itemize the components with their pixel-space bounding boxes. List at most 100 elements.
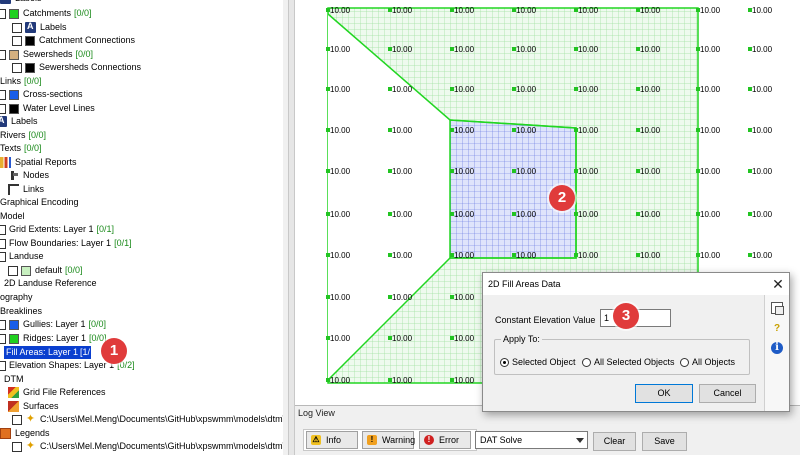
layer-visibility-checkbox[interactable] [0,50,6,60]
save-log-button[interactable]: Save [642,432,687,451]
layer-visibility-checkbox[interactable] [12,415,22,425]
layer-visibility-checkbox[interactable] [0,252,6,262]
tree-item-label: Surfaces [23,400,59,413]
clear-log-button[interactable]: Clear [593,432,636,451]
tree-item-texts[interactable]: Texts [0/0] [0,142,42,155]
layer-color-swatch [21,266,31,276]
tree-item-legends[interactable]: Legends [0,427,50,440]
tree-item-labels[interactable]: Labels [0,115,38,128]
tree-item-label: Labels [15,0,42,5]
tree-item-2d-landuse-reference[interactable]: 2D Landuse Reference [4,277,97,290]
elevation-label: 10.00 [454,293,475,302]
tree-item-cross-sections[interactable]: Cross-sections [0,88,83,101]
tree-item-model[interactable]: Model [0,210,25,223]
tree-item-count: [0/1] [114,237,132,250]
panel-splitter[interactable] [288,0,295,455]
tree-item-label: Landuse [9,250,44,263]
chevron-down-icon [576,438,584,443]
layer-visibility-checkbox[interactable] [0,90,6,100]
tree-item-rivers[interactable]: Rivers [0/0] [0,129,46,142]
tree-item-fill-areas-layer-1[interactable]: Fill Areas: Layer 1 [1/ [4,346,91,359]
cancel-button[interactable]: Cancel [699,384,756,403]
tree-item-landuse[interactable]: Landuse [0,250,44,263]
radio-all-objects-label: All Objects [692,357,735,367]
tree-item-grid-file-references[interactable]: Grid File References [8,386,106,399]
elevation-label: 10.00 [578,210,599,219]
tree-item-c-users-mel-meng-documents-github-xpswmm-models-dtm-dtm[interactable]: ✦ C:\Users\Mel.Meng\Documents\GitHub\xpsw… [12,440,283,453]
elevation-label: 10.00 [454,45,475,54]
log-view-title: Log View [298,408,335,418]
layer-visibility-checkbox[interactable] [12,442,22,452]
layer-visibility-checkbox[interactable] [12,23,22,33]
tree-item-labels[interactable]: Labels [12,21,67,34]
layer-visibility-checkbox[interactable] [0,239,6,249]
callout-badge-2: 2 [549,185,575,211]
tree-item-count: [0/0] [76,48,94,61]
tree-item-graphical-encoding[interactable]: Graphical Encoding [0,196,79,209]
tree-item-label: Spatial Reports [15,156,77,169]
tree-item-grid-extents-layer-1[interactable]: Grid Extents: Layer 1 [0/1] [0,223,114,236]
layer-visibility-checkbox[interactable] [0,320,6,330]
layer-visibility-checkbox[interactable] [0,334,6,344]
ok-button[interactable]: OK [635,384,693,403]
tree-item-flow-boundaries-layer-1[interactable]: Flow Boundaries: Layer 1 [0/1] [0,237,132,250]
layer-visibility-checkbox[interactable] [12,36,22,46]
label-layer-icon [25,22,36,33]
tree-item-links[interactable]: Links [8,183,44,196]
info-filter-button[interactable]: ⚠ Info [306,431,358,449]
warning-filter-button[interactable]: ! Warning [362,431,414,449]
layer-visibility-checkbox[interactable] [12,63,22,73]
tree-item-catchment-connections[interactable]: Catchment Connections [12,34,135,47]
tree-item-label: Labels [11,115,38,128]
elevation-label: 10.00 [330,6,351,15]
elevation-label: 10.00 [516,6,537,15]
tree-item-catchments[interactable]: Catchments [0/0] [0,7,92,20]
elevation-label: 10.00 [454,210,475,219]
radio-all-objects[interactable]: All Objects [680,357,735,367]
tree-item-c-users-mel-meng-documents-github-xpswmm-models-dtm-dtm[interactable]: ✦ C:\Users\Mel.Meng\Documents\GitHub\xpsw… [12,413,283,426]
layer-color-swatch [9,104,19,114]
elevation-label: 10.00 [392,6,413,15]
layer-visibility-checkbox[interactable] [0,9,6,19]
tree-item-ridges-layer-1[interactable]: Ridges: Layer 1 [0/0] [0,332,107,345]
fill-areas-dialog: 2D Fill Areas Data ✕ ? i Constant Elevat… [482,272,790,412]
elevation-label: 10.00 [640,167,661,176]
tree-item-label: ography [0,291,33,304]
elevation-label: 10.00 [700,210,721,219]
radio-all-selected-objects[interactable]: All Selected Objects [582,357,675,367]
log-source-select[interactable]: DAT Solve [475,431,588,449]
tree-item-water-level-lines[interactable]: Water Level Lines [0,102,95,115]
tree-item-ography[interactable]: ography [0,291,33,304]
layer-visibility-checkbox[interactable] [0,361,6,371]
tree-item-label: Fill Areas: Layer 1 [4,346,80,359]
dialog-titlebar[interactable]: 2D Fill Areas Data ✕ [483,273,789,295]
close-icon[interactable]: ✕ [769,275,787,293]
tree-item-sewersheds[interactable]: Sewersheds [0/0] [0,48,93,61]
tree-item-labels[interactable]: Labels [0,0,42,5]
tree-item-default[interactable]: default [0/0] [8,264,83,277]
elevation-label: 10.00 [516,126,537,135]
tree-item-dtm[interactable]: DTM [4,373,24,386]
tree-item-spatial-reports[interactable]: Spatial Reports [0,156,77,169]
help-icon[interactable]: ? [771,323,783,335]
error-filter-button[interactable]: ! Error [419,431,471,449]
elevation-label: 10.00 [700,251,721,260]
tree-item-surfaces[interactable]: Surfaces [8,400,59,413]
layer-visibility-checkbox[interactable] [8,266,18,276]
layer-visibility-checkbox[interactable] [0,225,6,235]
elevation-label: 10.00 [392,376,413,385]
tree-item-sewersheds-connections[interactable]: Sewersheds Connections [12,61,141,74]
elevation-label: 10.00 [578,6,599,15]
elevation-label: 10.00 [454,334,475,343]
tree-item-nodes[interactable]: Nodes [8,169,49,182]
radio-dot-icon [680,358,689,367]
elevation-label: 10.00 [578,167,599,176]
info-icon[interactable]: i [771,342,783,354]
layer-visibility-checkbox[interactable] [0,104,6,114]
radio-selected-object[interactable]: Selected Object [500,357,576,367]
tree-item-breaklines[interactable]: Breaklines [0,305,42,318]
tree-item-gullies-layer-1[interactable]: Gullies: Layer 1 [0/0] [0,318,106,331]
tree-item-links[interactable]: Links [0/0] [0,75,42,88]
elevation-label: 10.00 [640,251,661,260]
copy-icon[interactable] [771,302,783,314]
